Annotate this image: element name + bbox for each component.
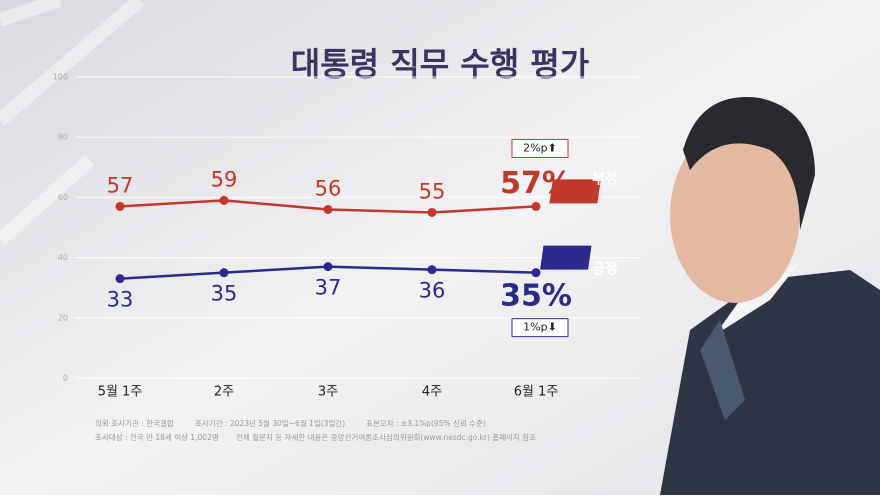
change-box <box>511 318 569 338</box>
y-tick-label: 60 <box>58 193 68 202</box>
x-tick-label: 2주 <box>214 385 234 400</box>
point <box>323 262 333 272</box>
y-tick-label: 0 <box>63 374 68 383</box>
change-label: 1%p⬇ <box>523 321 557 334</box>
point <box>115 201 125 211</box>
point <box>427 207 437 217</box>
x-tick-label: 6월 1주 <box>514 385 559 400</box>
point <box>427 265 437 275</box>
point <box>531 201 541 211</box>
y-tick-label: 40 <box>58 253 68 262</box>
note: 전체 질문지 등 자세한 내용은 중앙선거여론조사심의위원회(www.nesdc… <box>236 432 536 442</box>
note: 표본오차 : ±3.1%p(95% 신뢰 수준) <box>366 419 486 428</box>
point <box>219 268 229 278</box>
note: 조사기간 : 2023년 5월 30일~6월 1일(3일간) <box>195 418 345 428</box>
y-tick-label: 20 <box>58 313 68 322</box>
decoration <box>0 0 145 246</box>
change-box <box>511 138 569 158</box>
point <box>115 274 125 284</box>
point <box>531 268 541 278</box>
point <box>219 195 229 205</box>
legend-tag <box>540 245 592 270</box>
person-photo <box>660 97 880 495</box>
change-label: 2%p⬆ <box>523 141 557 154</box>
x-tick-label: 5월 1주 <box>98 385 143 400</box>
point <box>323 204 333 214</box>
value-label: 35% <box>500 278 572 313</box>
legend-label: 긍정 <box>592 261 618 278</box>
value-label: 59 <box>211 167 238 191</box>
note: 조사대상 : 전국 만 18세 이상 1,002명 <box>95 432 219 442</box>
x-tick-label: 3주 <box>318 385 338 400</box>
y-tick-label: 80 <box>58 133 68 142</box>
value-label: 33 <box>107 288 134 312</box>
legend-label: 부정 <box>592 170 618 187</box>
y-tick-label: 100 <box>53 73 68 82</box>
value-label: 35 <box>211 282 238 306</box>
value-label: 36 <box>419 279 446 303</box>
note: 의뢰·조사기관 : 한국갤럽 <box>95 418 174 428</box>
value-label: 57 <box>107 173 134 197</box>
legend-tag <box>549 179 601 204</box>
value-label: 37 <box>315 276 342 300</box>
x-tick-label: 4주 <box>422 385 442 400</box>
value-label: 55 <box>419 179 446 203</box>
value-label: 56 <box>315 176 342 200</box>
